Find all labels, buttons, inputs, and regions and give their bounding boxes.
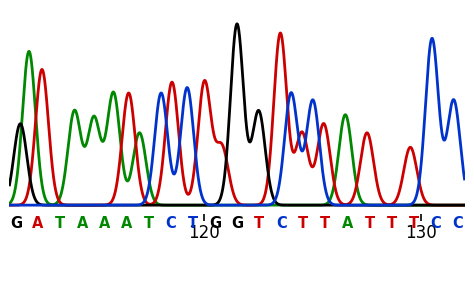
- Text: G: G: [10, 216, 22, 231]
- Text: T: T: [320, 216, 330, 231]
- Text: A: A: [99, 216, 110, 231]
- Text: C: C: [453, 216, 464, 231]
- Text: T: T: [387, 216, 397, 231]
- Text: T: T: [365, 216, 374, 231]
- Text: T: T: [409, 216, 419, 231]
- Text: T: T: [144, 216, 154, 231]
- Text: T: T: [55, 216, 65, 231]
- Text: T: T: [298, 216, 309, 231]
- Text: C: C: [165, 216, 176, 231]
- Text: A: A: [342, 216, 353, 231]
- Text: T: T: [254, 216, 264, 231]
- Text: G: G: [231, 216, 243, 231]
- Text: A: A: [121, 216, 132, 231]
- Text: A: A: [32, 216, 44, 231]
- Text: G: G: [209, 216, 221, 231]
- Text: T: T: [188, 216, 198, 231]
- Text: C: C: [430, 216, 441, 231]
- Text: A: A: [77, 216, 88, 231]
- Text: C: C: [276, 216, 287, 231]
